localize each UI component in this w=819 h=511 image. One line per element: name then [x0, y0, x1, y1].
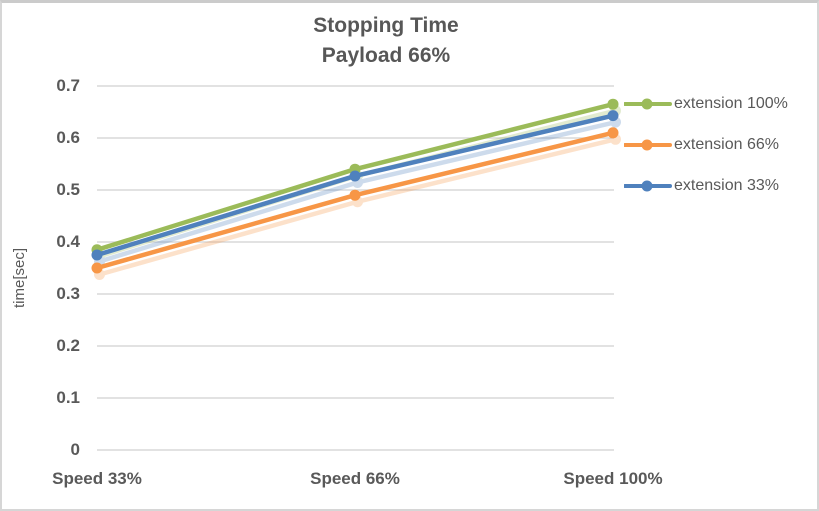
chart-title-line1: Stopping Time	[313, 14, 459, 37]
chart-title: Stopping Time Payload 66%	[2, 11, 770, 71]
y-tick-label: 0.1	[56, 388, 80, 407]
x-tick-label: Speed 66%	[310, 469, 400, 488]
y-tick-label: 0.2	[56, 336, 80, 355]
data-point-marker	[349, 189, 361, 201]
y-tick-label: 0.5	[56, 180, 80, 199]
legend-marker-icon	[624, 180, 672, 192]
shadow-line	[97, 137, 618, 277]
legend-label: extension 100%	[674, 95, 788, 112]
series-extension-66-	[91, 127, 619, 274]
series-extension-33-	[91, 110, 619, 261]
legend-label: extension 33%	[674, 177, 779, 194]
data-point-marker	[607, 127, 619, 139]
legend-marker-icon	[624, 139, 672, 151]
data-point-marker	[349, 170, 361, 182]
legend-dot	[641, 139, 653, 151]
x-tick-label: Speed 100%	[563, 469, 663, 488]
data-point-marker	[607, 110, 619, 122]
legend-marker-icon	[624, 98, 672, 110]
data-point-marker	[91, 249, 103, 261]
legend-label: extension 66%	[674, 136, 779, 153]
legend-dot	[641, 98, 653, 110]
legend-item: extension 100%	[624, 93, 788, 115]
y-tick-label: 0.4	[56, 232, 80, 251]
plot-area	[91, 85, 621, 451]
shadow-line	[97, 119, 618, 264]
y-tick-label: 0.3	[56, 284, 80, 303]
x-tick-label: Speed 33%	[52, 469, 142, 488]
data-point-marker	[91, 262, 103, 274]
legend-item: extension 33%	[624, 175, 779, 197]
gridlines	[97, 85, 614, 451]
legend-item: extension 66%	[624, 134, 779, 156]
y-tick-label: 0.7	[56, 76, 80, 95]
chart-title-line2: Payload 66%	[321, 44, 451, 67]
y-tick-label: 0	[70, 440, 80, 459]
legend-dot	[641, 180, 653, 192]
y-tick-label: 0.6	[56, 128, 80, 147]
data-point-marker	[607, 98, 619, 110]
